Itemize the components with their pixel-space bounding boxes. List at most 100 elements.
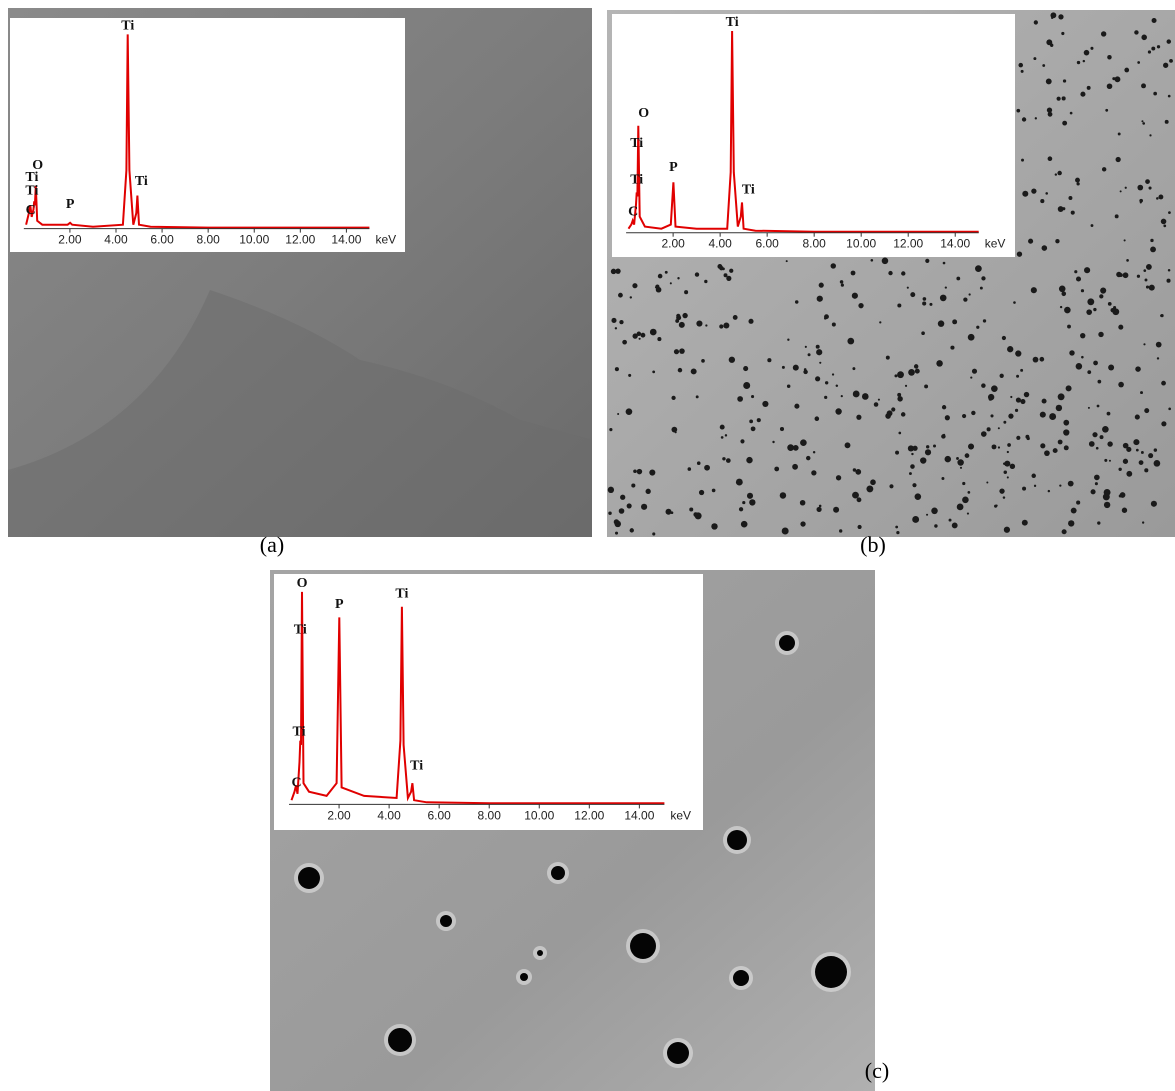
pore xyxy=(729,269,733,273)
pore xyxy=(774,467,779,472)
pore xyxy=(1158,195,1163,200)
pore xyxy=(1116,157,1121,162)
pore xyxy=(1058,393,1065,400)
pore xyxy=(962,482,965,485)
peak-label: P xyxy=(66,197,75,212)
pore xyxy=(1098,332,1103,337)
pore xyxy=(1141,120,1143,122)
pore xyxy=(1107,412,1111,416)
pore xyxy=(895,451,899,455)
peak-label: P xyxy=(335,597,344,612)
peak-label: C xyxy=(628,205,638,220)
pore xyxy=(652,370,655,373)
pore xyxy=(1150,239,1153,242)
pore xyxy=(940,295,947,302)
pore xyxy=(1091,224,1094,227)
pore xyxy=(1048,156,1053,161)
pore xyxy=(1151,501,1157,507)
pore xyxy=(795,300,798,303)
pore xyxy=(1118,468,1121,471)
pore xyxy=(945,415,950,420)
x-tick-label: 4.00 xyxy=(377,808,401,822)
pore xyxy=(682,313,687,318)
pore xyxy=(1144,468,1148,472)
pore xyxy=(679,322,685,328)
pore xyxy=(726,458,731,463)
pore xyxy=(1104,489,1111,496)
pore xyxy=(1110,308,1114,312)
peak-label: Ti xyxy=(726,15,739,30)
peak-label: Ti xyxy=(630,172,643,187)
pore xyxy=(841,284,844,287)
pore xyxy=(912,516,919,523)
pore xyxy=(1066,385,1072,391)
pore xyxy=(520,973,528,981)
pore xyxy=(967,491,970,494)
pore xyxy=(1059,285,1066,292)
pore xyxy=(1003,496,1005,498)
pore xyxy=(1080,333,1085,338)
pore xyxy=(1016,109,1020,113)
pore xyxy=(1040,412,1046,418)
pore xyxy=(551,866,565,880)
pore xyxy=(1031,188,1036,193)
pore xyxy=(720,425,725,430)
pore xyxy=(957,504,964,511)
pore xyxy=(1048,112,1053,117)
pore xyxy=(1166,279,1170,283)
pore xyxy=(1067,325,1071,329)
pore xyxy=(841,395,843,397)
pore xyxy=(699,490,704,495)
pore xyxy=(614,521,621,528)
pore xyxy=(839,529,842,532)
pore xyxy=(1118,133,1121,136)
pore xyxy=(1135,366,1141,372)
pore xyxy=(712,489,716,493)
pore xyxy=(968,334,975,341)
pore xyxy=(1157,45,1160,48)
pore xyxy=(1060,306,1062,308)
pore xyxy=(1020,369,1023,372)
pore xyxy=(1046,78,1052,84)
pore xyxy=(1070,112,1073,115)
pore xyxy=(746,457,752,463)
pore xyxy=(1055,239,1059,243)
pore xyxy=(1062,121,1067,126)
x-tick-label: 2.00 xyxy=(661,237,685,251)
pore xyxy=(824,314,829,319)
pore xyxy=(721,436,724,439)
peak-label: C xyxy=(26,203,36,218)
pore xyxy=(897,396,902,401)
pore xyxy=(1017,251,1022,256)
pore xyxy=(1140,201,1142,203)
peak-label: Ti xyxy=(25,183,38,198)
pore xyxy=(1118,325,1123,330)
pore xyxy=(671,427,677,433)
pore xyxy=(622,340,627,345)
pore xyxy=(835,408,841,414)
peak-label: O xyxy=(638,106,649,121)
pore xyxy=(1018,63,1023,68)
pore xyxy=(965,453,970,458)
pore xyxy=(894,374,897,377)
pore xyxy=(1101,290,1105,294)
pore xyxy=(630,528,634,532)
pore xyxy=(813,451,815,453)
x-tick-label: 4.00 xyxy=(708,237,732,251)
pore xyxy=(1022,117,1026,121)
pore xyxy=(817,296,823,302)
pore xyxy=(1084,50,1090,56)
pore xyxy=(804,368,807,371)
x-tick-label: 12.00 xyxy=(574,808,604,822)
pore xyxy=(983,319,986,322)
pore xyxy=(942,405,946,409)
pore xyxy=(981,276,985,280)
pore xyxy=(1049,413,1056,420)
pore xyxy=(911,453,913,455)
pore xyxy=(615,532,618,535)
pore xyxy=(1097,405,1100,408)
pore xyxy=(704,465,710,471)
pore xyxy=(1161,219,1167,225)
pore xyxy=(1021,159,1024,162)
pore xyxy=(981,383,985,387)
